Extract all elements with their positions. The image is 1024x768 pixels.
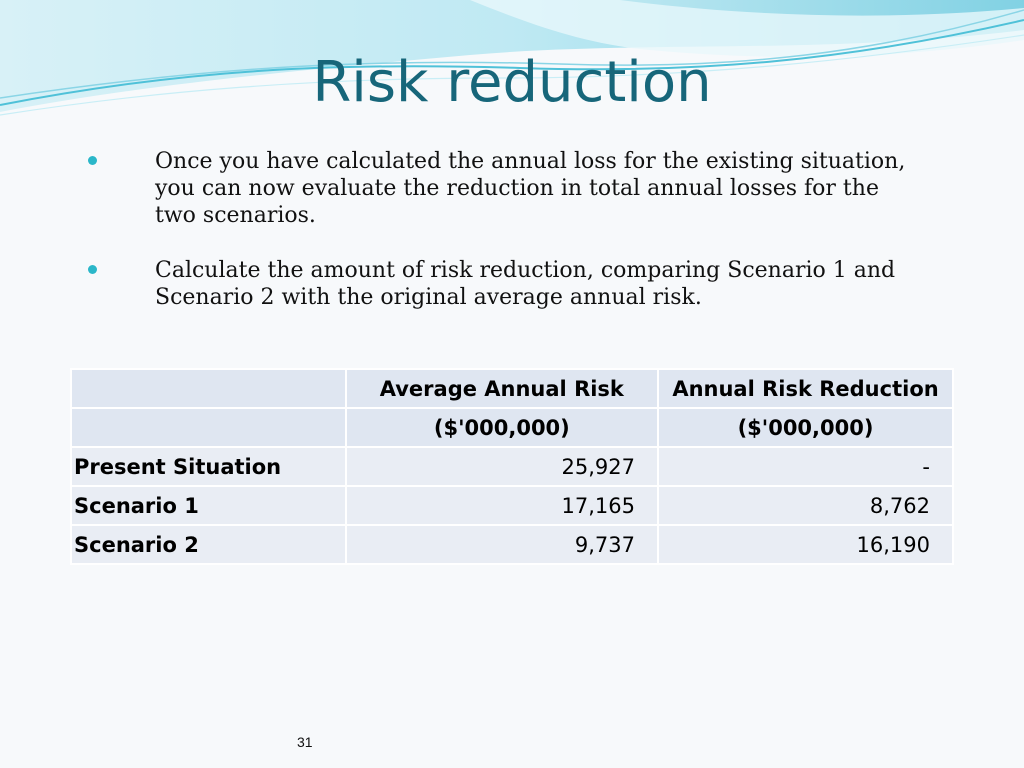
header-wave-decoration (0, 0, 1024, 116)
bullet-item: Once you have calculated the annual loss… (88, 148, 918, 229)
table-row: Scenario 2 9,737 16,190 (70, 524, 954, 565)
row-label: Scenario 2 (70, 524, 347, 565)
annual-risk-reduction-cell: - (657, 446, 954, 487)
bullet-list: Once you have calculated the annual loss… (88, 148, 918, 339)
avg-annual-risk-cell: 25,927 (344, 446, 660, 487)
table-header-cell: Average Annual Risk (344, 368, 660, 409)
table-header-row: Average Annual Risk Annual Risk Reductio… (70, 368, 954, 409)
bullet-dot-icon (88, 156, 97, 165)
page-number: 31 (297, 734, 313, 750)
table-header-cell: Annual Risk Reduction (657, 368, 954, 409)
bullet-item: Calculate the amount of risk reduction, … (88, 257, 918, 311)
bullet-text: Once you have calculated the annual loss… (155, 149, 906, 228)
risk-table: Average Annual Risk Annual Risk Reductio… (70, 368, 954, 565)
table-header-cell (70, 368, 347, 409)
table-row: Present Situation 25,927 - (70, 446, 954, 487)
annual-risk-reduction-cell: 8,762 (657, 485, 954, 526)
avg-annual-risk-cell: 17,165 (344, 485, 660, 526)
table-header-cell (70, 407, 347, 448)
annual-risk-reduction-cell: 16,190 (657, 524, 954, 565)
avg-annual-risk-cell: 9,737 (344, 524, 660, 565)
table-header-row: ($'000,000) ($'000,000) (70, 407, 954, 448)
bullet-dot-icon (88, 265, 97, 274)
table-header-cell: ($'000,000) (344, 407, 660, 448)
row-label: Scenario 1 (70, 485, 347, 526)
table-row: Scenario 1 17,165 8,762 (70, 485, 954, 526)
table-header-cell: ($'000,000) (657, 407, 954, 448)
slide-title: Risk reduction (312, 50, 712, 115)
bullet-text: Calculate the amount of risk reduction, … (155, 258, 896, 310)
row-label: Present Situation (70, 446, 347, 487)
